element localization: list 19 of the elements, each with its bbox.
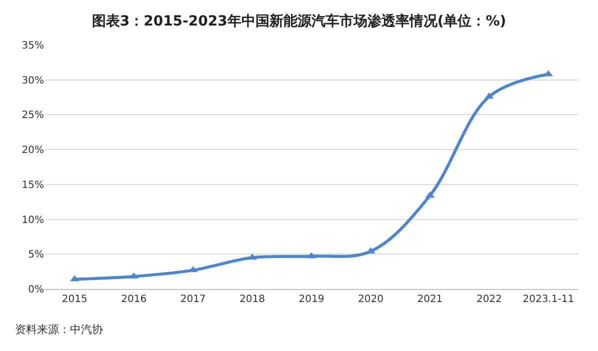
y-tick-label: 35% (22, 40, 44, 52)
y-tick-label: 10% (22, 214, 44, 226)
x-tick-label: 2016 (121, 294, 147, 305)
y-tick-label: 15% (22, 180, 44, 191)
x-tick-label: 2020 (358, 294, 384, 305)
y-tick-label: 0% (28, 284, 44, 296)
y-tick-label: 5% (28, 250, 44, 261)
x-tick-label: 2022 (476, 294, 502, 305)
chart-title: 图表3：2015-2023年中国新能源汽车市场渗透率情况(单位：%) (92, 12, 506, 30)
y-tick-label: 30% (22, 75, 44, 86)
text: 资料来源：中汽协 (15, 323, 103, 336)
x-tick-label: 2023.1-11 (522, 294, 574, 305)
x-tick-label: 2017 (180, 294, 206, 305)
y-tick-label: 20% (22, 145, 44, 156)
x-tick-label: 2021 (417, 294, 443, 305)
x-tick-label: 2015 (62, 294, 88, 305)
x-tick-label: 2018 (240, 294, 266, 305)
y-tick-label: 25% (22, 110, 44, 122)
x-tick-label: 2019 (298, 294, 324, 305)
